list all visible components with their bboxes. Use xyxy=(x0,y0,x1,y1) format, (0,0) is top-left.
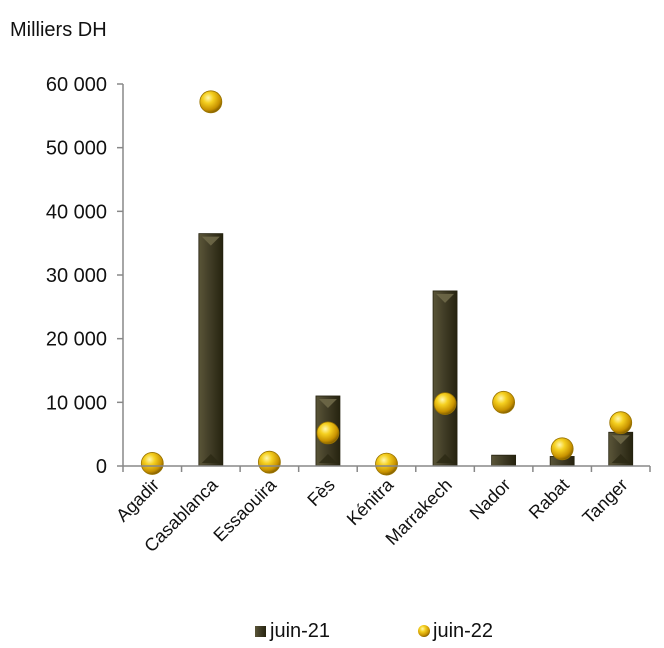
y-tick-label: 40 000 xyxy=(46,201,107,223)
point-tanger xyxy=(609,411,633,435)
y-axis-ticks: 0 10 000 20 000 30 000 40 000 50 000 60 000 xyxy=(46,74,123,478)
x-tick-label-agadir: Agadir xyxy=(112,475,163,526)
y-tick-label: 60 000 xyxy=(46,74,107,96)
point-nador xyxy=(492,390,516,414)
y-tick-label: 30 000 xyxy=(46,265,107,287)
x-tick-label-fes: Fès xyxy=(303,475,338,510)
y-tick-label: 20 000 xyxy=(46,329,107,351)
point-essaouira xyxy=(257,450,281,474)
y-tick-label: 0 xyxy=(96,456,107,478)
bar-bevel-top xyxy=(201,236,220,246)
point-casablanca xyxy=(199,90,223,114)
point-fes xyxy=(316,421,340,445)
x-tick-label-tanger: Tanger xyxy=(578,475,631,528)
point-kenitra xyxy=(375,452,398,476)
x-tick-label-essaouira: Essaouira xyxy=(209,474,280,545)
bar-tanger xyxy=(608,431,634,467)
point-agadir xyxy=(140,452,164,475)
bar-bevel-top xyxy=(318,398,337,408)
bar-bevel-top xyxy=(436,293,455,303)
bar-series xyxy=(198,233,634,467)
y-tick-label: 10 000 xyxy=(46,392,107,414)
legend: juin-21 juin-22 xyxy=(255,620,493,642)
bar-bevel-bottom xyxy=(318,454,337,463)
x-tick-label-kenitra: Kénitra xyxy=(343,474,398,529)
x-tick-label-nador: Nador xyxy=(466,475,515,524)
bar-marrakech xyxy=(432,290,458,467)
bar-bevel-bottom xyxy=(611,454,630,463)
legend-swatch-juin-22 xyxy=(418,625,430,637)
legend-swatch-juin-21 xyxy=(255,626,266,637)
point-rabat xyxy=(550,437,574,461)
bar-bevel-bottom xyxy=(436,454,455,463)
x-tick-label-rabat: Rabat xyxy=(525,475,573,523)
bar-body xyxy=(198,233,224,467)
y-axis-label: Milliers DH xyxy=(10,19,107,41)
y-tick-label: 50 000 xyxy=(46,138,107,160)
bar-bevel-top xyxy=(611,435,630,445)
point-series xyxy=(140,90,633,476)
bar-body xyxy=(491,454,517,467)
bar-body xyxy=(432,290,458,467)
point-marrakech xyxy=(433,392,457,416)
bar-nador xyxy=(491,454,517,467)
legend-label-juin-22: juin-22 xyxy=(432,620,493,642)
bar-casablanca xyxy=(198,233,224,467)
legend-label-juin-21: juin-21 xyxy=(269,620,330,642)
bar-bevel-bottom xyxy=(201,454,220,463)
